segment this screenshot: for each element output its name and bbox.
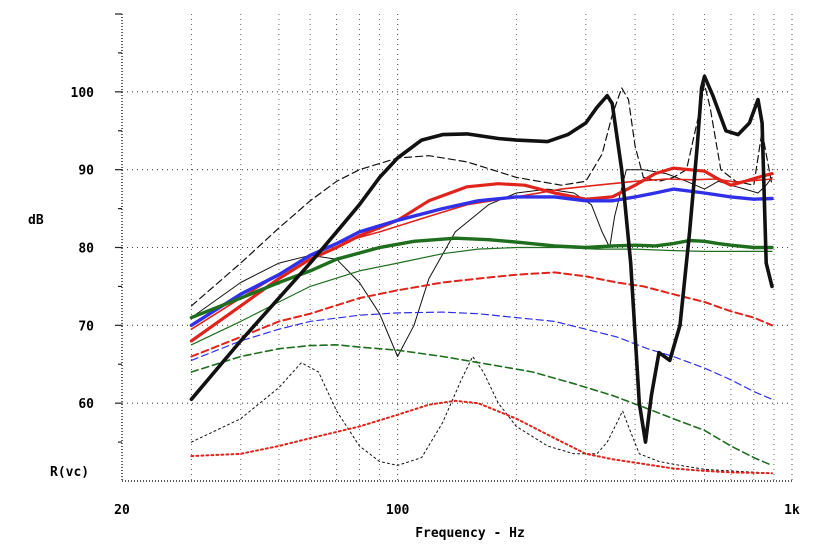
green-solid-series [189, 236, 774, 320]
x-tick-labels: 20 100 1k [114, 503, 800, 518]
black-dash-series [190, 83, 773, 307]
black-dot-series [190, 356, 773, 474]
x-axis-label: Frequency - Hz [415, 526, 525, 541]
x-tick-label: 20 [114, 503, 130, 518]
y-axis-label: dB [28, 213, 44, 228]
blue-solid-series [189, 187, 774, 327]
red-dash-series [190, 271, 773, 358]
y-tick-label: 90 [78, 164, 94, 179]
grid [122, 14, 792, 481]
series-layer [189, 74, 774, 475]
red-dot-series [190, 399, 773, 475]
y-tick-labels: 60 70 80 90 100 [71, 86, 95, 412]
plot-frame [115, 13, 793, 482]
blue-dash-series [190, 311, 773, 400]
y-tick-label: 60 [78, 397, 94, 412]
x-tick-label: 1k [784, 503, 800, 518]
y-tick-label: 80 [78, 242, 94, 257]
x-tick-label: 100 [386, 503, 410, 518]
rvc-label: R(vc) [50, 465, 89, 480]
black-solid-series [189, 74, 774, 444]
green-dash-series [190, 344, 773, 467]
y-tick-label: 70 [78, 319, 94, 334]
green-solid-series [190, 246, 773, 346]
y-tick-label: 100 [71, 86, 95, 101]
